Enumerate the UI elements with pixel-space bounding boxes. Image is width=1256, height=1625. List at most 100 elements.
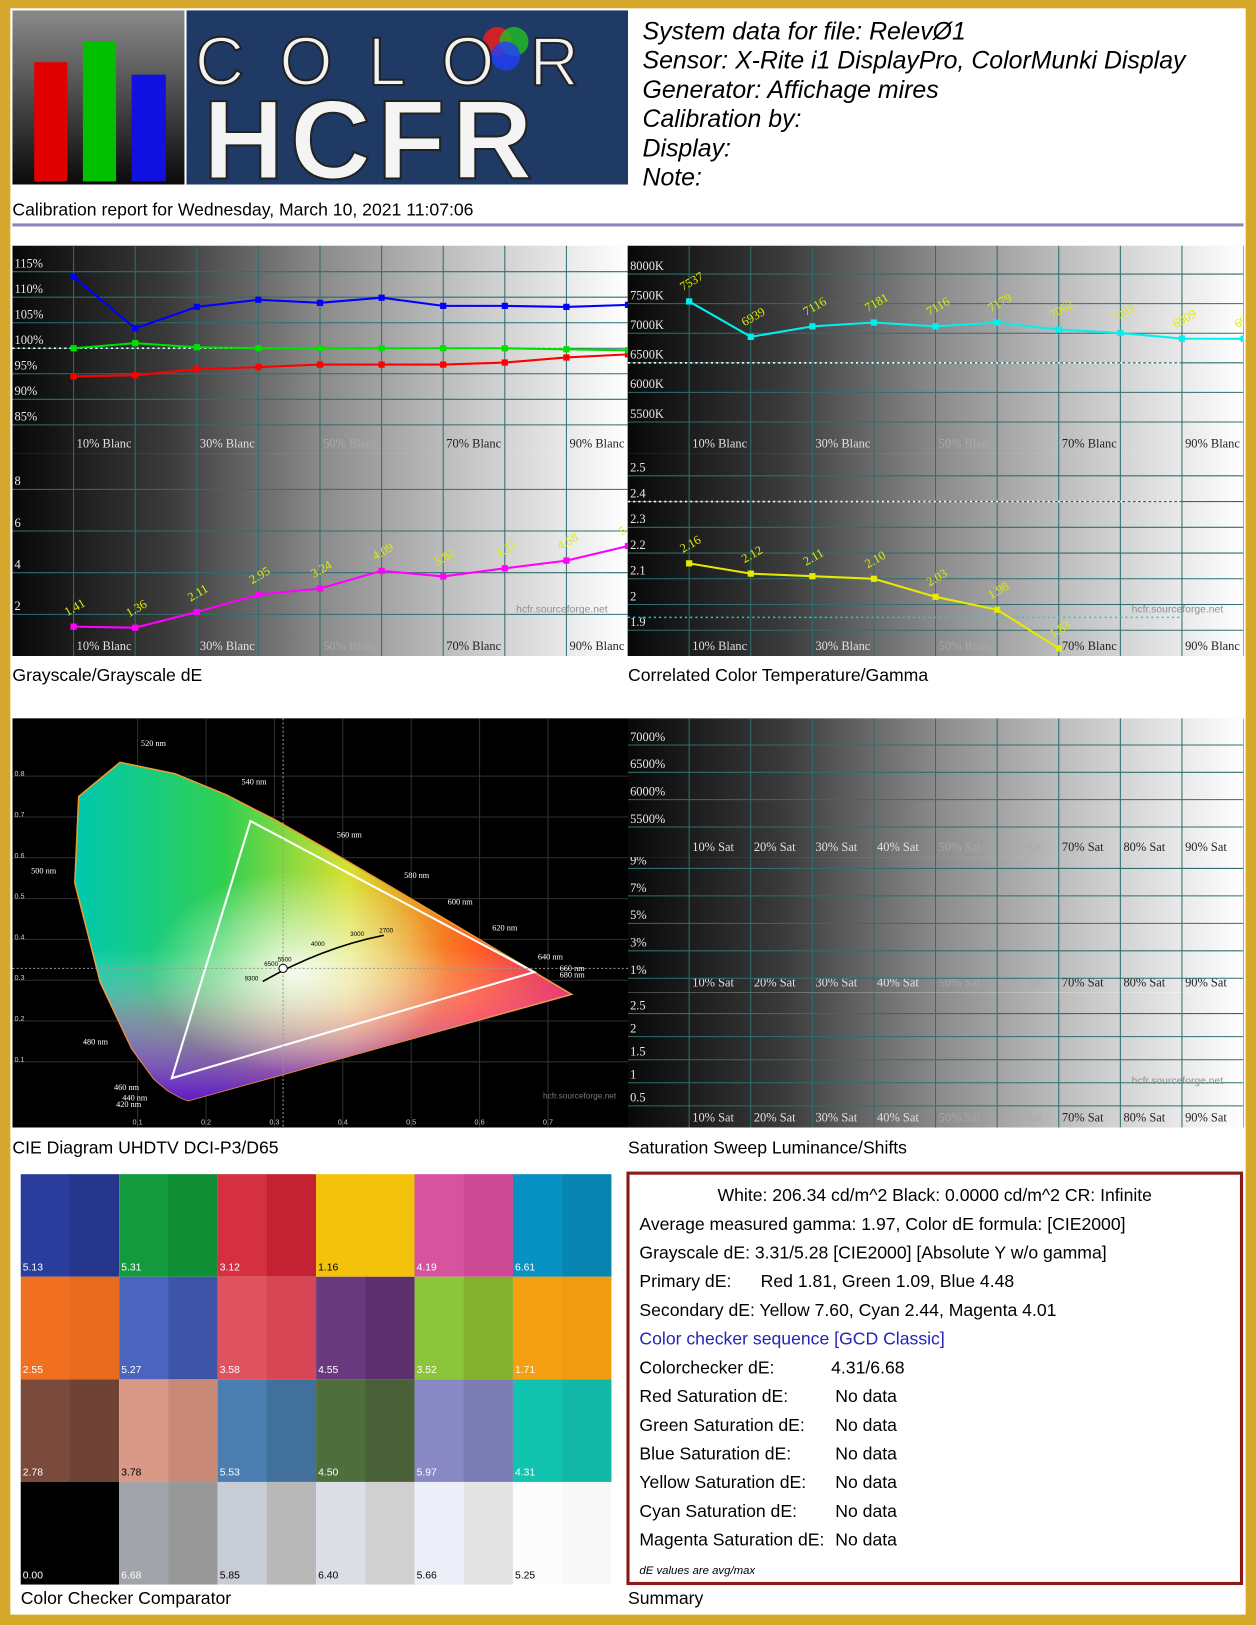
patch-de: 0.00: [23, 1570, 43, 1581]
patch-reference: [119, 1379, 169, 1482]
point: [193, 303, 200, 311]
chart-panel: 0.1 0.2 0.3 0.4 0.5 0.6 0.7 0.1 0.2 0.3 0.4 0.5 0.6 0…: [12, 718, 629, 1128]
patch-de: 4.19: [417, 1263, 437, 1274]
patch-measured: [562, 1276, 612, 1380]
point: [809, 323, 816, 330]
patch-reference: [512, 1276, 563, 1380]
patch-measured: [69, 1174, 120, 1277]
summary-value: No data: [835, 1386, 897, 1406]
x-tick-label: 90% Blanc: [570, 437, 625, 451]
patch-reference: [512, 1379, 563, 1482]
y-tick-label: 0.7: [15, 810, 25, 819]
y-tick-label: 0.2: [15, 1014, 25, 1023]
y-tick-label: 3%: [630, 936, 647, 950]
patch-measured: [365, 1174, 415, 1277]
header-line: Calibration by:: [643, 105, 802, 133]
y-tick-label: 1: [630, 1068, 636, 1082]
patch-reference: [217, 1174, 268, 1277]
y-tick-label: 0.1: [15, 1055, 25, 1064]
y-tick-label: 2.2: [630, 538, 646, 552]
patch-de: 5.85: [220, 1570, 240, 1581]
chart-panel: 10% Blanc 30% Blanc 50% Blanc 70% Blanc 90% …: [12, 245, 629, 454]
point: [1240, 335, 1244, 342]
patch-de: 5.25: [515, 1570, 535, 1581]
y-tick-label: 4: [15, 558, 22, 572]
y-tick-label: 0.4: [15, 932, 25, 941]
wavelength-label: 460 nm: [114, 1083, 140, 1092]
chart-panel: 10% Sat 20% Sat 30% Sat 40% Sat 50% Sat 60% S…: [628, 857, 1244, 993]
y-tick-label: 0.5: [630, 1091, 646, 1105]
y-tick-label: 1%: [630, 963, 647, 977]
wavelength-label: 660 nm: [560, 964, 586, 973]
y-tick-label: 7500K: [630, 288, 664, 302]
header-line: Generator: Affichage mires: [643, 76, 939, 104]
logo-bar: [82, 41, 117, 182]
point: [440, 361, 447, 368]
y-tick-label: 2.5: [630, 461, 646, 475]
x-tick-label: 30% Blanc: [200, 639, 255, 653]
x-tick-label: 50% Sat: [939, 976, 981, 990]
wavelength-label: 420 nm: [116, 1100, 142, 1109]
x-tick-label: 70% Blanc: [1062, 639, 1117, 653]
x-tick-label: 30% Sat: [815, 1110, 857, 1124]
patch-measured: [69, 1379, 120, 1482]
y-tick-label: 115%: [15, 257, 44, 271]
y-tick-label: 5500K: [630, 407, 664, 421]
summary-line: Green Saturation dE:: [639, 1415, 804, 1435]
chart-panel: 10% Sat 20% Sat 30% Sat 40% Sat 50% Sat 60% S…: [628, 718, 1244, 858]
chart-panel: 10% Blanc 30% Blanc 50% Blanc 70% Blanc 90% …: [628, 245, 1244, 454]
point: [193, 366, 200, 373]
patch-reference: [20, 1276, 71, 1380]
series-line: [688, 300, 1244, 340]
point: [932, 323, 939, 330]
y-tick-label: 0.3: [15, 973, 25, 982]
x-tick-label: 80% Sat: [1123, 840, 1165, 854]
wavelength-label: 640 nm: [538, 953, 564, 962]
patch-de: 6.40: [318, 1570, 338, 1581]
wavelength-label: 520 nm: [141, 739, 167, 748]
point: [440, 345, 447, 352]
summary-value: No data: [835, 1501, 897, 1521]
y-tick-label: 105%: [15, 308, 44, 322]
summary-line: Primary dE:: [639, 1271, 731, 1291]
y-tick-label: 0.6: [15, 851, 25, 860]
point: [316, 345, 324, 352]
y-tick-label: 6500K: [630, 348, 664, 362]
point: [624, 542, 629, 550]
point: [686, 560, 693, 567]
patch-measured: [266, 1481, 317, 1585]
x-tick-label: 0.2: [201, 1117, 211, 1126]
x-tick-label: 10% Sat: [692, 840, 734, 854]
point: [132, 340, 139, 347]
planck-locus: [262, 934, 384, 983]
gamut-triangle: [170, 819, 538, 1080]
point: [132, 372, 139, 379]
x-tick-label: 30% Blanc: [815, 639, 870, 653]
point: [132, 325, 139, 332]
patch-measured: [365, 1481, 415, 1585]
cct-label: 2700: [379, 928, 393, 935]
wavelength-label: 440 nm: [122, 1094, 148, 1103]
point: [378, 361, 385, 368]
patch-reference: [414, 1481, 465, 1585]
wavelength-label: 480 nm: [83, 1038, 109, 1047]
point: [1055, 326, 1062, 333]
cct-label: 4000: [311, 941, 325, 948]
x-tick-label: 60% Sat: [1000, 1110, 1042, 1124]
patch-reference: [414, 1276, 465, 1380]
patch-reference: [512, 1174, 563, 1277]
summary-line: Blue Saturation dE:: [639, 1443, 791, 1463]
point: [1055, 645, 1062, 652]
point: [255, 591, 262, 598]
patch-measured: [562, 1481, 612, 1585]
point: [378, 345, 385, 352]
y-tick-label: 6000%: [630, 785, 665, 799]
x-tick-label: 30% Blanc: [815, 437, 870, 451]
x-tick-label: 70% Blanc: [446, 639, 501, 653]
y-tick-label: 6000K: [630, 377, 664, 391]
patch-reference: [217, 1276, 268, 1380]
summary-line: Cyan Saturation dE:: [639, 1501, 797, 1521]
x-tick-label: 50% Blanc: [939, 437, 994, 451]
point: [316, 585, 324, 592]
